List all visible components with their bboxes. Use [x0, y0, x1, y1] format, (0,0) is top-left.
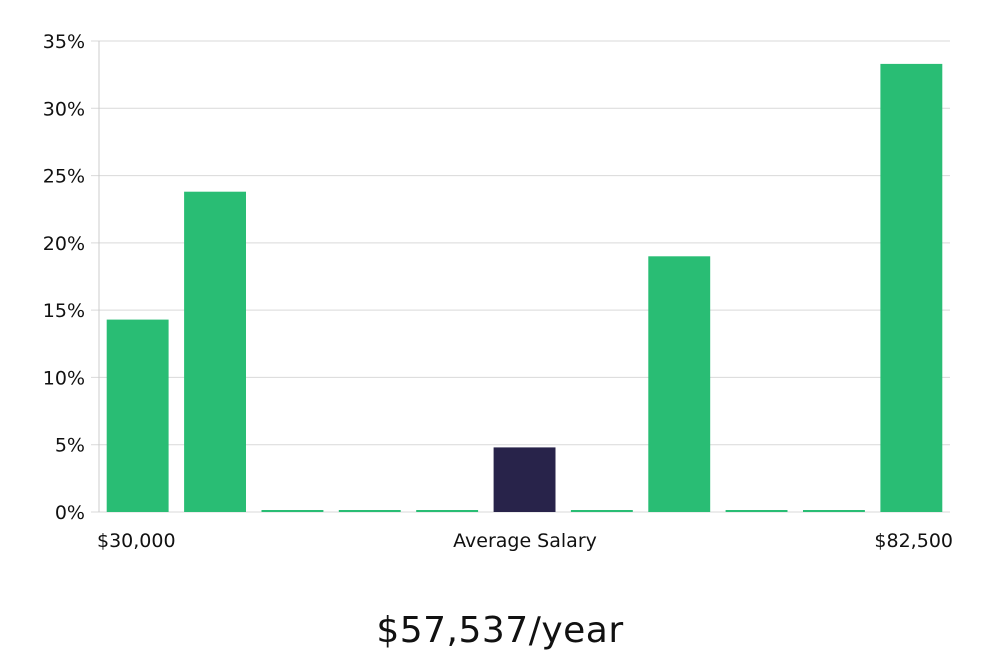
- y-tick-label: 20%: [43, 233, 85, 255]
- y-tick-label: 10%: [43, 367, 85, 389]
- bars: [106, 63, 943, 513]
- x-label-min: $30,000: [97, 530, 176, 552]
- y-tick-label: 0%: [55, 502, 85, 524]
- bar: [648, 256, 711, 512]
- bar: [880, 63, 943, 513]
- y-tick-label: 15%: [43, 300, 85, 322]
- y-tick-label: 5%: [55, 435, 85, 457]
- y-tick-label: 35%: [43, 31, 85, 53]
- salary-histogram: 0% 5% 10% 15% 20% 25% 30% 35% $30,000 Average S…: [43, 31, 953, 552]
- bar: [416, 510, 479, 512]
- average-salary-caption: $57,537/year: [376, 610, 624, 651]
- bar: [338, 510, 401, 512]
- bar-average-salary: [493, 447, 556, 512]
- bar: [570, 510, 633, 512]
- x-label-max: $82,500: [874, 530, 953, 552]
- bar: [725, 510, 788, 512]
- bar: [803, 510, 865, 512]
- x-label-center: Average Salary: [453, 530, 597, 552]
- y-tick-label: 25%: [43, 166, 85, 188]
- bar: [261, 510, 324, 512]
- y-tick-label: 30%: [43, 98, 85, 120]
- chart-svg: 0% 5% 10% 15% 20% 25% 30% 35% $30,000 Average S…: [43, 31, 953, 552]
- bar: [106, 319, 169, 512]
- y-axis-ticks: 0% 5% 10% 15% 20% 25% 30% 35%: [43, 31, 85, 524]
- x-axis-labels: $30,000 Average Salary $82,500: [97, 530, 953, 552]
- bar: [184, 191, 246, 512]
